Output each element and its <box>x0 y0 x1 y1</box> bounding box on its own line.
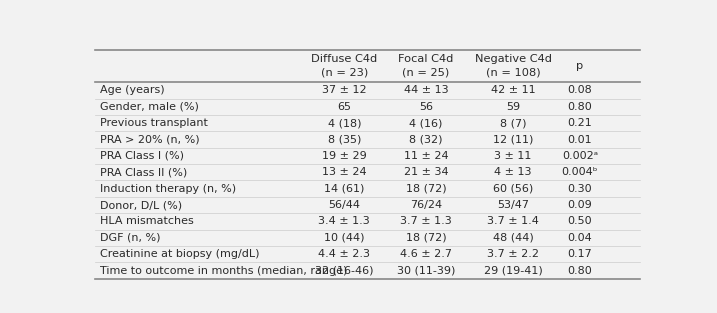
Text: 0.80: 0.80 <box>567 102 592 112</box>
Text: 37 ± 12: 37 ± 12 <box>322 85 366 95</box>
Text: 0.30: 0.30 <box>568 184 592 194</box>
Text: 8 (7): 8 (7) <box>500 118 526 128</box>
Text: 0.80: 0.80 <box>567 266 592 276</box>
Text: 0.002ᵃ: 0.002ᵃ <box>562 151 598 161</box>
Text: p: p <box>576 61 584 71</box>
Text: 44 ± 13: 44 ± 13 <box>404 85 448 95</box>
Text: 56/44: 56/44 <box>328 200 361 210</box>
Text: Donor, D/L (%): Donor, D/L (%) <box>100 200 181 210</box>
Text: 18 (72): 18 (72) <box>406 233 446 243</box>
Text: Negative C4d
(n = 108): Negative C4d (n = 108) <box>475 54 551 78</box>
Text: 4 ± 13: 4 ± 13 <box>495 167 532 177</box>
Text: 3.7 ± 2.2: 3.7 ± 2.2 <box>487 249 539 259</box>
Text: 19 ± 29: 19 ± 29 <box>322 151 366 161</box>
Text: PRA Class II (%): PRA Class II (%) <box>100 167 187 177</box>
Text: 8 (35): 8 (35) <box>328 135 361 145</box>
Text: 3.7 ± 1.4: 3.7 ± 1.4 <box>487 217 539 226</box>
Text: 4 (18): 4 (18) <box>328 118 361 128</box>
Text: 76/24: 76/24 <box>410 200 442 210</box>
Text: Time to outcome in months (median, range): Time to outcome in months (median, range… <box>100 266 347 276</box>
Text: 0.004ᵇ: 0.004ᵇ <box>561 167 598 177</box>
Text: 11 ± 24: 11 ± 24 <box>404 151 448 161</box>
Text: 30 (11-39): 30 (11-39) <box>397 266 455 276</box>
Text: 12 (11): 12 (11) <box>493 135 533 145</box>
Text: Induction therapy (n, %): Induction therapy (n, %) <box>100 184 236 194</box>
Text: 42 ± 11: 42 ± 11 <box>491 85 536 95</box>
Text: 4.4 ± 2.3: 4.4 ± 2.3 <box>318 249 370 259</box>
Text: 0.09: 0.09 <box>567 200 592 210</box>
Text: 0.50: 0.50 <box>568 217 592 226</box>
Text: 32 (16-46): 32 (16-46) <box>315 266 374 276</box>
Text: 0.17: 0.17 <box>567 249 592 259</box>
Text: 21 ± 34: 21 ± 34 <box>404 167 448 177</box>
Text: 59: 59 <box>506 102 521 112</box>
Text: PRA Class I (%): PRA Class I (%) <box>100 151 184 161</box>
Text: 65: 65 <box>337 102 351 112</box>
Text: Gender, male (%): Gender, male (%) <box>100 102 199 112</box>
Text: 3.7 ± 1.3: 3.7 ± 1.3 <box>400 217 452 226</box>
Text: Creatinine at biopsy (mg/dL): Creatinine at biopsy (mg/dL) <box>100 249 259 259</box>
Text: HLA mismatches: HLA mismatches <box>100 217 194 226</box>
Text: 3 ± 11: 3 ± 11 <box>495 151 532 161</box>
Text: 0.21: 0.21 <box>567 118 592 128</box>
Text: Age (years): Age (years) <box>100 85 164 95</box>
Text: Previous transplant: Previous transplant <box>100 118 207 128</box>
Text: 10 (44): 10 (44) <box>324 233 364 243</box>
Text: 29 (19-41): 29 (19-41) <box>484 266 543 276</box>
Text: 0.01: 0.01 <box>568 135 592 145</box>
Text: 8 (32): 8 (32) <box>409 135 443 145</box>
Text: Focal C4d
(n = 25): Focal C4d (n = 25) <box>399 54 454 78</box>
Text: PRA > 20% (n, %): PRA > 20% (n, %) <box>100 135 199 145</box>
Text: 4.6 ± 2.7: 4.6 ± 2.7 <box>400 249 452 259</box>
Text: 3.4 ± 1.3: 3.4 ± 1.3 <box>318 217 370 226</box>
Text: 0.04: 0.04 <box>567 233 592 243</box>
Text: 53/47: 53/47 <box>497 200 529 210</box>
Text: 56: 56 <box>419 102 433 112</box>
Text: 13 ± 24: 13 ± 24 <box>322 167 366 177</box>
Text: 4 (16): 4 (16) <box>409 118 442 128</box>
Text: DGF (n, %): DGF (n, %) <box>100 233 160 243</box>
Text: 18 (72): 18 (72) <box>406 184 446 194</box>
Text: 60 (56): 60 (56) <box>493 184 533 194</box>
Text: Diffuse C4d
(n = 23): Diffuse C4d (n = 23) <box>311 54 377 78</box>
Text: 14 (61): 14 (61) <box>324 184 364 194</box>
Text: 48 (44): 48 (44) <box>493 233 533 243</box>
Text: 0.08: 0.08 <box>567 85 592 95</box>
